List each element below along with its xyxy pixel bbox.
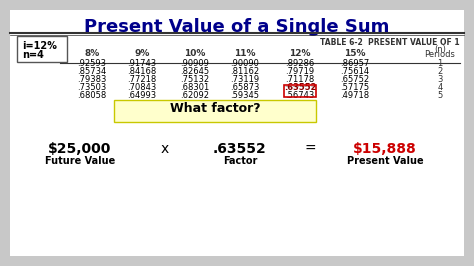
Text: 2: 2 [438, 67, 443, 76]
Text: .85734: .85734 [77, 67, 107, 76]
Text: =: = [304, 142, 316, 156]
Text: 11%: 11% [234, 49, 256, 58]
Text: .86957: .86957 [340, 59, 370, 68]
Text: .63552: .63552 [213, 142, 267, 156]
Text: 8%: 8% [84, 49, 100, 58]
Text: .70843: .70843 [128, 83, 156, 92]
Text: .65873: .65873 [230, 83, 260, 92]
Text: Present Value: Present Value [346, 156, 423, 166]
Text: .63552: .63552 [284, 83, 316, 92]
Text: .56743: .56743 [285, 91, 315, 100]
Text: 5: 5 [438, 91, 443, 100]
Text: Periods: Periods [425, 50, 456, 59]
Text: .68058: .68058 [77, 91, 107, 100]
Text: What factor?: What factor? [170, 102, 260, 115]
Text: .82645: .82645 [181, 67, 210, 76]
Text: .65752: .65752 [340, 75, 370, 84]
Text: .64993: .64993 [128, 91, 156, 100]
Text: .81162: .81162 [230, 67, 260, 76]
FancyBboxPatch shape [114, 100, 316, 122]
Text: .90090: .90090 [230, 59, 259, 68]
Text: .79383: .79383 [77, 75, 107, 84]
Text: .73503: .73503 [77, 83, 107, 92]
Text: .89286: .89286 [285, 59, 315, 68]
Text: 15%: 15% [344, 49, 366, 58]
Text: .71178: .71178 [285, 75, 315, 84]
Text: Future Value: Future Value [45, 156, 115, 166]
Text: 1: 1 [438, 59, 443, 68]
Text: .49718: .49718 [340, 91, 370, 100]
Text: .75132: .75132 [181, 75, 210, 84]
Text: .59345: .59345 [230, 91, 259, 100]
Text: .77218: .77218 [128, 75, 156, 84]
FancyBboxPatch shape [17, 36, 67, 62]
Text: i=12%: i=12% [22, 41, 57, 51]
Text: 9%: 9% [134, 49, 150, 58]
Text: .73119: .73119 [230, 75, 260, 84]
Text: .79719: .79719 [285, 67, 315, 76]
Text: 12%: 12% [289, 49, 311, 58]
Text: $15,888: $15,888 [353, 142, 417, 156]
Text: .62092: .62092 [181, 91, 210, 100]
Text: .84168: .84168 [128, 67, 156, 76]
Text: .90909: .90909 [181, 59, 210, 68]
Text: Present Value of a Single Sum: Present Value of a Single Sum [84, 18, 390, 36]
Text: (n): (n) [434, 45, 446, 54]
Text: 4: 4 [438, 83, 443, 92]
Text: 10%: 10% [184, 49, 206, 58]
Text: .92593: .92593 [78, 59, 107, 68]
Text: x: x [161, 142, 169, 156]
Text: n=4: n=4 [22, 50, 44, 60]
Text: .75614: .75614 [340, 67, 370, 76]
Text: .91743: .91743 [128, 59, 156, 68]
Text: 3: 3 [438, 75, 443, 84]
Text: TABLE 6-2  PRESENT VALUE OF 1: TABLE 6-2 PRESENT VALUE OF 1 [320, 38, 460, 47]
Text: $25,000: $25,000 [48, 142, 112, 156]
Text: Factor: Factor [223, 156, 257, 166]
Text: .57175: .57175 [340, 83, 370, 92]
Text: .68301: .68301 [181, 83, 210, 92]
